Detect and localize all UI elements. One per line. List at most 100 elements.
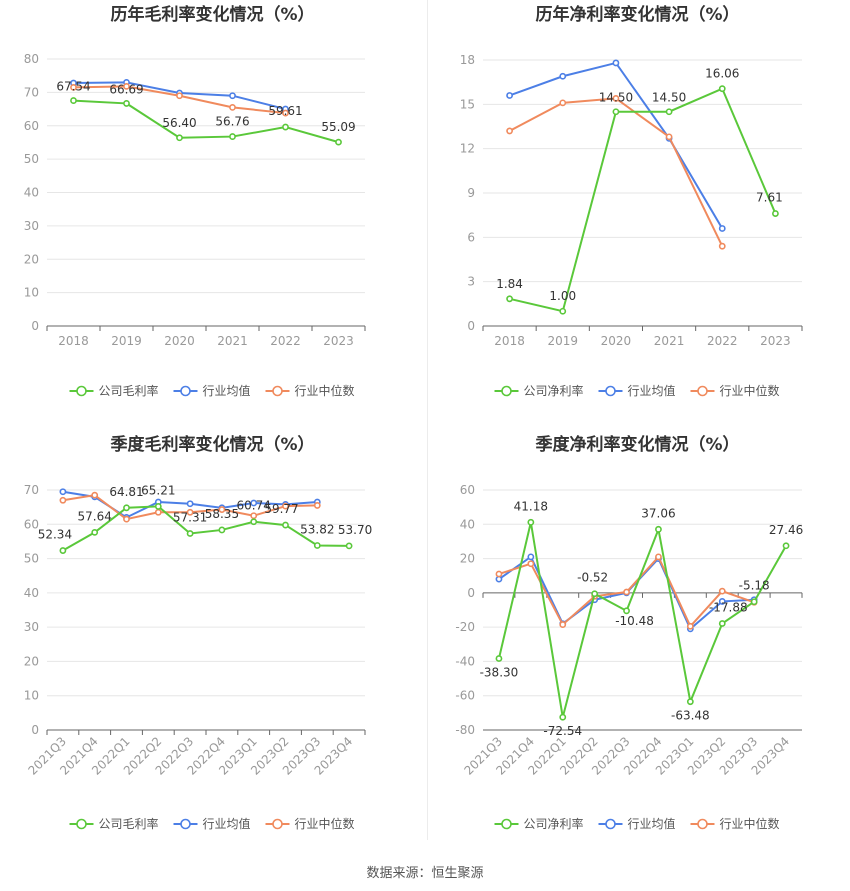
y-tick-label: 6 bbox=[467, 230, 475, 244]
data-label: 56.76 bbox=[215, 115, 249, 129]
chart-title: 季度毛利率变化情况（%） bbox=[110, 434, 314, 455]
chart-svg: 季度毛利率变化情况（%）0102030405060702021Q32021Q42… bbox=[24, 434, 373, 831]
x-tick-label: 2020 bbox=[164, 334, 195, 348]
data-point-median bbox=[718, 587, 726, 595]
y-tick-label: 18 bbox=[460, 53, 475, 67]
y-tick-label: 12 bbox=[460, 142, 475, 156]
x-tick-label: 2020 bbox=[601, 334, 632, 348]
data-point-company bbox=[335, 138, 342, 146]
data-point-company bbox=[623, 607, 630, 615]
data-label: 14.50 bbox=[652, 91, 686, 105]
chart-svg: 历年净利率变化情况（%） 0 3 6 9 12 15 18 2018 2019 2020 2021 20… bbox=[460, 4, 803, 398]
legend-marker bbox=[76, 818, 87, 830]
data-point-median bbox=[718, 242, 726, 250]
data-point-avg bbox=[718, 598, 726, 605]
data-label: -17.88 bbox=[709, 601, 748, 615]
data-point-median bbox=[123, 515, 130, 523]
y-tick-label: 40 bbox=[24, 586, 39, 600]
data-point-company bbox=[750, 598, 758, 606]
y-tick-label: -20 bbox=[455, 620, 475, 634]
data-point-company bbox=[772, 210, 779, 217]
data-label: -10.48 bbox=[615, 614, 654, 628]
data-point-company bbox=[176, 134, 183, 142]
data-label: 53.82 bbox=[300, 522, 334, 536]
data-point-avg bbox=[59, 488, 67, 496]
data-point-company bbox=[655, 525, 662, 533]
data-point-company bbox=[782, 542, 790, 550]
y-tick-label: 20 bbox=[24, 252, 39, 266]
data-point-median bbox=[282, 502, 289, 510]
data-label: 7.61 bbox=[756, 191, 783, 205]
legend-marker bbox=[501, 385, 512, 397]
legend-item-median: 行业中位数 bbox=[690, 383, 780, 398]
y-tick-label: 15 bbox=[460, 97, 475, 111]
data-point-median bbox=[655, 553, 662, 561]
data-point-median bbox=[59, 496, 67, 504]
data-point-company bbox=[282, 123, 289, 131]
legend-item-company: 公司净利率 bbox=[494, 383, 584, 398]
legend-item-median: 行业中位数 bbox=[690, 816, 780, 831]
y-tick-label: -80 bbox=[455, 723, 475, 737]
data-point-company bbox=[313, 542, 321, 549]
chart-quarterly-gross-margin: 季度毛利率变化情况（%） 0 10 20 30 40 50 60 70 2021Q3 2021Q4 2… bbox=[0, 428, 425, 840]
data-point-company bbox=[527, 518, 535, 526]
data-point-avg bbox=[612, 59, 620, 67]
chart-title: 历年净利率变化情况（%） bbox=[535, 4, 739, 25]
data-point-median bbox=[665, 133, 673, 141]
chart-title: 历年毛利率变化情况（%） bbox=[110, 4, 314, 25]
y-tick-label: 50 bbox=[24, 552, 39, 566]
data-label: 66.69 bbox=[109, 82, 143, 96]
data-point-avg bbox=[250, 499, 258, 507]
legend-item-avg: 行业均值 bbox=[598, 383, 676, 398]
data-point-company bbox=[665, 108, 673, 116]
chart-annual-net-margin: 历年净利率变化情况（%） 0 3 6 9 12 15 18 2018 2019 2020 2021 20… bbox=[425, 0, 850, 428]
y-tick-label: 0 bbox=[31, 319, 39, 333]
data-label: -38.30 bbox=[480, 666, 519, 680]
data-point-company bbox=[91, 528, 99, 536]
legend-label: 公司毛利率 bbox=[99, 816, 159, 831]
y-tick-label: 60 bbox=[460, 483, 475, 497]
legend-label: 行业均值 bbox=[203, 383, 251, 398]
legend-item-median: 行业中位数 bbox=[265, 816, 355, 831]
series-line-median bbox=[509, 97, 724, 247]
chart-quarterly-net-margin: 季度净利率变化情况（%） -80 -60 -40 -20 0 20 40 60 2021Q3 202… bbox=[425, 428, 850, 840]
x-tick-label: 2018 bbox=[494, 334, 525, 348]
data-point-company bbox=[59, 547, 67, 554]
x-tick-label: 2022 bbox=[707, 334, 738, 348]
data-point-median bbox=[495, 570, 503, 578]
y-tick-label: -60 bbox=[455, 689, 475, 703]
legend-marker bbox=[697, 385, 708, 397]
series-line-company bbox=[73, 99, 339, 144]
legend-marker bbox=[697, 818, 708, 830]
legend-label: 公司净利率 bbox=[524, 816, 584, 831]
data-label: 55.09 bbox=[321, 120, 355, 134]
legend-label: 行业均值 bbox=[203, 816, 251, 831]
data-point-company bbox=[70, 97, 77, 104]
data-point-company bbox=[612, 108, 620, 116]
legend-label: 行业均值 bbox=[628, 383, 676, 398]
data-point-median bbox=[623, 588, 630, 596]
data-point-company bbox=[559, 713, 567, 721]
data-point-company bbox=[154, 503, 162, 510]
data-point-company bbox=[686, 698, 694, 706]
data-point-avg bbox=[506, 92, 513, 99]
data-label: 41.18 bbox=[514, 499, 548, 513]
data-point-median bbox=[559, 621, 567, 628]
data-label: 14.50 bbox=[599, 91, 633, 105]
y-tick-label: 20 bbox=[460, 552, 475, 566]
data-point-median bbox=[186, 508, 194, 516]
legend-marker bbox=[180, 385, 191, 397]
data-point-median bbox=[506, 127, 513, 135]
data-point-median bbox=[70, 83, 77, 91]
data-point-median bbox=[218, 506, 226, 513]
data-label: 1.84 bbox=[496, 277, 523, 291]
data-point-median bbox=[154, 508, 162, 516]
data-point-company bbox=[559, 307, 567, 315]
data-point-median bbox=[527, 560, 535, 568]
data-point-company bbox=[591, 590, 599, 598]
legend-marker bbox=[605, 818, 616, 830]
data-point-company bbox=[282, 521, 289, 529]
data-label: 16.06 bbox=[705, 67, 739, 81]
y-tick-label: 40 bbox=[24, 186, 39, 200]
legend-marker bbox=[272, 818, 283, 830]
